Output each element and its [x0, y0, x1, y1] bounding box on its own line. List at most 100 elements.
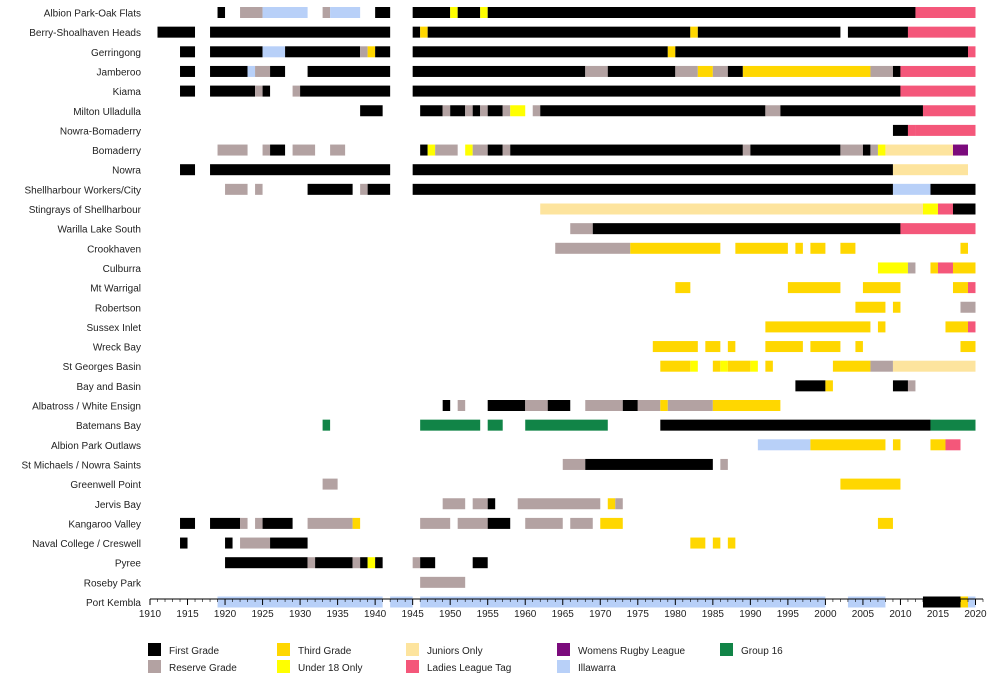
bar-segment: [922, 596, 961, 608]
bar-segment: [712, 537, 721, 549]
x-tick-label: 1925: [251, 609, 274, 620]
bar-segment: [607, 65, 676, 77]
bar-segment: [472, 144, 488, 156]
bar-segment: [225, 537, 233, 549]
club-label: Albion Park-Oak Flats: [44, 9, 141, 20]
bar-segment: [210, 46, 263, 58]
x-tick-label: 1955: [477, 609, 500, 620]
bar-segment: [502, 144, 511, 156]
x-tick-label: 1920: [214, 609, 237, 620]
bar-segment: [465, 144, 473, 156]
bar-segment: [210, 85, 256, 97]
bar-segment: [442, 498, 466, 510]
legend-swatch: [406, 660, 419, 673]
club-label: Roseby Park: [84, 578, 142, 589]
legend-label: First Grade: [169, 646, 219, 657]
x-tick-label: 1910: [139, 609, 162, 620]
bar-segment: [487, 105, 503, 117]
legend-label: Reserve Grade: [169, 663, 237, 674]
bar-segment: [330, 7, 361, 18]
bar-segment: [420, 576, 466, 588]
bar-segment: [765, 105, 781, 117]
bar-segment: [922, 203, 938, 215]
bar-segment: [630, 242, 721, 254]
bar-segment: [420, 144, 428, 156]
bar-segment: [915, 7, 976, 18]
club-label: Warilla Lake South: [57, 225, 141, 236]
bar-segment: [907, 380, 916, 392]
club-label: Berry-Shoalhaven Heads: [29, 28, 141, 39]
bar-segment: [922, 105, 976, 117]
bar-segment: [442, 105, 451, 117]
club-label: Jamberoo: [97, 67, 142, 78]
bar-segment: [217, 144, 248, 156]
bar-segment: [877, 262, 908, 274]
bar-segment: [225, 183, 248, 195]
bar-segment: [292, 144, 316, 156]
bar-segment: [585, 65, 608, 77]
bar-segment: [270, 537, 308, 549]
club-label: Shellharbour Workers/City: [24, 185, 141, 196]
bar-segment: [600, 517, 623, 529]
bar-segment: [210, 26, 391, 38]
timeline-bars: [157, 7, 976, 608]
bar-segment: [285, 46, 361, 58]
club-label: Culburra: [103, 264, 142, 275]
bar-segment: [412, 183, 893, 195]
club-label: St Georges Basin: [63, 362, 141, 373]
club-label: Pyree: [115, 559, 142, 570]
bar-segment: [412, 85, 901, 97]
bar-segment: [780, 105, 923, 117]
legend-swatch: [557, 660, 570, 673]
bar-segment: [705, 341, 721, 353]
bar-segment: [375, 7, 391, 18]
bar-segment: [360, 105, 383, 117]
bar-segment: [270, 65, 286, 77]
bar-segment: [750, 144, 841, 156]
bar-segment: [855, 341, 863, 353]
bar-segment: [742, 144, 751, 156]
bar-segment: [637, 400, 661, 411]
bar-segment: [765, 360, 773, 372]
bar-segment: [547, 400, 571, 411]
bar-segment: [945, 439, 961, 451]
club-label: Greenwell Point: [70, 480, 141, 491]
bar-segment: [427, 26, 691, 38]
bar-segment: [952, 144, 968, 156]
bar-segment: [210, 517, 241, 529]
bar-segment: [877, 517, 893, 529]
bar-segment: [510, 144, 743, 156]
bar-segment: [412, 164, 893, 176]
bar-segment: [892, 380, 908, 392]
bar-segment: [330, 144, 346, 156]
bar-segment: [960, 341, 976, 353]
bar-segment: [352, 557, 361, 569]
bar-segment: [307, 557, 316, 569]
x-tick-label: 1965: [552, 609, 575, 620]
bar-segment: [667, 400, 713, 411]
legend-swatch: [277, 643, 290, 656]
bar-segment: [712, 400, 781, 411]
bar-segment: [367, 557, 376, 569]
bar-segment: [412, 65, 586, 77]
bar-segment: [480, 7, 488, 18]
x-tick-label: 2020: [964, 609, 987, 620]
legend-swatch: [277, 660, 290, 673]
bar-segment: [727, 360, 751, 372]
bar-segment: [855, 301, 886, 313]
bar-segment: [180, 517, 196, 529]
bar-segment: [457, 400, 466, 411]
bar-segment: [952, 282, 968, 294]
bar-segment: [450, 105, 466, 117]
bar-segment: [622, 400, 638, 411]
bar-segment: [262, 7, 308, 18]
bar-segment: [675, 282, 691, 294]
bar-segment: [262, 85, 271, 97]
bar-segment: [840, 144, 863, 156]
bar-segment: [840, 242, 856, 254]
bar-segment: [570, 223, 593, 235]
bar-segment: [412, 46, 668, 58]
bar-segment: [180, 164, 196, 176]
club-labels: Albion Park-Oak Flats Berry-Shoalhaven He…: [22, 9, 142, 610]
